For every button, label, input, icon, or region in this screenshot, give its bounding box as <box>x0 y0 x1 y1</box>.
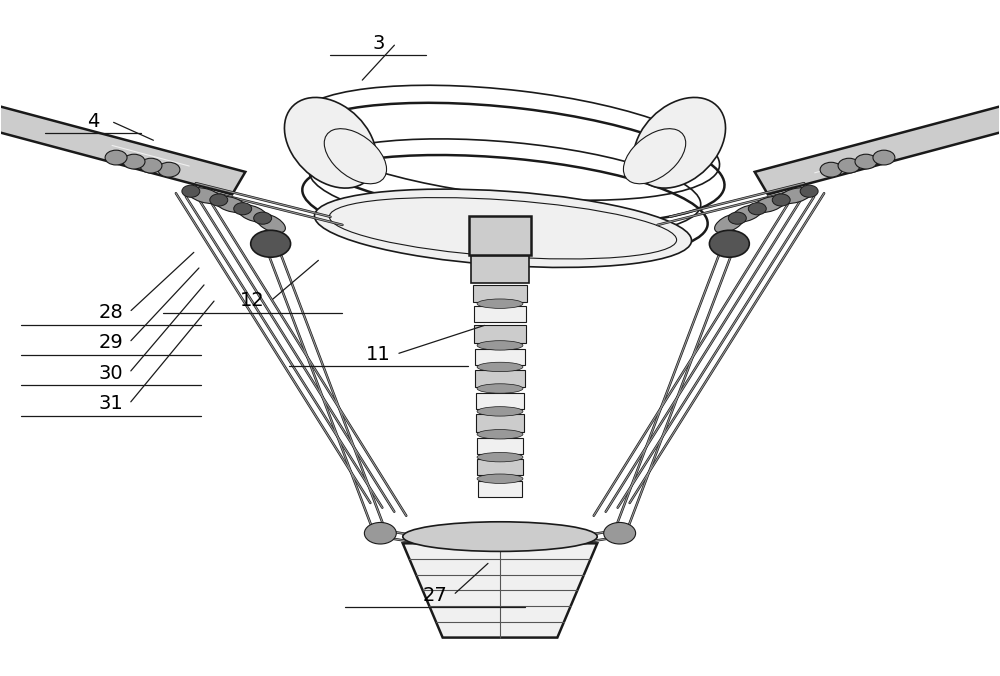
Bar <box>477 437 523 454</box>
Ellipse shape <box>728 212 746 224</box>
Ellipse shape <box>855 154 877 169</box>
Text: 11: 11 <box>366 345 391 364</box>
Ellipse shape <box>778 188 812 203</box>
Bar <box>474 306 526 322</box>
Ellipse shape <box>477 429 523 439</box>
Ellipse shape <box>403 522 597 552</box>
Bar <box>477 459 523 475</box>
Ellipse shape <box>140 158 162 173</box>
Ellipse shape <box>800 185 818 197</box>
Ellipse shape <box>838 158 860 173</box>
Ellipse shape <box>753 196 786 213</box>
Polygon shape <box>403 544 597 637</box>
Ellipse shape <box>158 162 180 177</box>
Ellipse shape <box>254 212 272 224</box>
Ellipse shape <box>123 154 145 169</box>
Ellipse shape <box>623 128 686 184</box>
Bar <box>476 393 524 410</box>
Ellipse shape <box>748 203 766 215</box>
Bar <box>474 325 526 343</box>
Polygon shape <box>0 103 245 195</box>
Ellipse shape <box>210 194 228 206</box>
Text: 29: 29 <box>99 333 123 352</box>
Ellipse shape <box>604 523 636 544</box>
Text: 30: 30 <box>99 364 123 383</box>
Ellipse shape <box>182 185 200 197</box>
Ellipse shape <box>284 97 377 188</box>
Ellipse shape <box>214 196 247 213</box>
Text: 4: 4 <box>87 112 99 130</box>
Bar <box>476 414 524 431</box>
Text: 31: 31 <box>99 395 123 414</box>
Bar <box>469 216 531 256</box>
Ellipse shape <box>364 523 396 544</box>
Text: 12: 12 <box>240 291 265 310</box>
Bar <box>473 285 527 302</box>
Polygon shape <box>755 103 1000 195</box>
Bar <box>471 256 529 283</box>
Ellipse shape <box>477 474 523 483</box>
Ellipse shape <box>477 407 523 416</box>
Ellipse shape <box>256 214 285 233</box>
Ellipse shape <box>314 189 692 268</box>
Bar <box>475 349 525 365</box>
Ellipse shape <box>873 150 895 165</box>
Ellipse shape <box>772 194 790 206</box>
Ellipse shape <box>477 299 523 308</box>
Ellipse shape <box>477 362 523 372</box>
Ellipse shape <box>709 231 749 257</box>
Text: 28: 28 <box>99 303 123 322</box>
Ellipse shape <box>477 384 523 393</box>
Ellipse shape <box>105 150 127 165</box>
Ellipse shape <box>715 214 744 233</box>
Text: 3: 3 <box>372 34 385 53</box>
Ellipse shape <box>324 128 387 184</box>
Bar <box>475 370 525 387</box>
Ellipse shape <box>477 452 523 462</box>
Ellipse shape <box>633 97 726 188</box>
Ellipse shape <box>820 162 842 177</box>
Ellipse shape <box>251 231 291 257</box>
Ellipse shape <box>237 205 268 222</box>
Ellipse shape <box>732 205 763 222</box>
Ellipse shape <box>234 203 252 215</box>
Bar <box>478 481 522 497</box>
Ellipse shape <box>477 341 523 350</box>
Ellipse shape <box>188 188 222 203</box>
Text: 27: 27 <box>423 585 448 604</box>
